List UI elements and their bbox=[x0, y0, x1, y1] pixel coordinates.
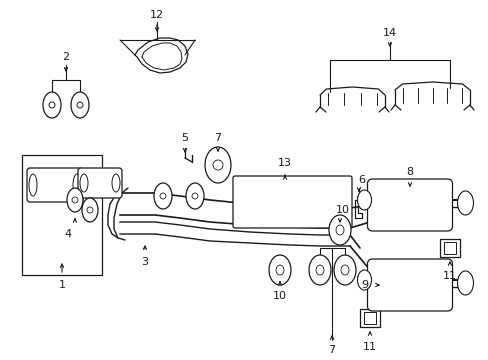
Bar bbox=[443, 242, 455, 254]
Ellipse shape bbox=[340, 265, 348, 275]
Text: 3: 3 bbox=[141, 257, 148, 267]
Ellipse shape bbox=[192, 193, 198, 199]
Ellipse shape bbox=[268, 255, 290, 285]
Ellipse shape bbox=[72, 197, 78, 203]
Ellipse shape bbox=[328, 215, 350, 245]
Text: 13: 13 bbox=[278, 158, 291, 168]
Text: 11: 11 bbox=[442, 271, 456, 281]
Ellipse shape bbox=[457, 191, 472, 215]
Text: 14: 14 bbox=[382, 28, 396, 38]
Ellipse shape bbox=[308, 255, 330, 285]
Ellipse shape bbox=[185, 183, 203, 209]
Text: 4: 4 bbox=[64, 229, 71, 239]
Ellipse shape bbox=[67, 188, 83, 212]
Text: 7: 7 bbox=[214, 133, 221, 143]
Ellipse shape bbox=[357, 190, 371, 210]
Ellipse shape bbox=[357, 270, 371, 290]
FancyBboxPatch shape bbox=[232, 176, 351, 228]
Text: 1: 1 bbox=[59, 280, 65, 290]
Ellipse shape bbox=[204, 147, 230, 183]
Bar bbox=[359, 309, 379, 327]
Ellipse shape bbox=[73, 174, 81, 196]
FancyBboxPatch shape bbox=[367, 179, 451, 231]
Text: 11: 11 bbox=[362, 342, 376, 352]
Ellipse shape bbox=[87, 207, 93, 213]
Ellipse shape bbox=[457, 271, 472, 295]
FancyBboxPatch shape bbox=[78, 168, 122, 198]
Ellipse shape bbox=[315, 265, 324, 275]
Bar bbox=[363, 312, 375, 324]
Text: 6: 6 bbox=[358, 175, 365, 185]
Ellipse shape bbox=[29, 174, 37, 196]
Ellipse shape bbox=[80, 174, 88, 192]
Ellipse shape bbox=[275, 265, 284, 275]
FancyBboxPatch shape bbox=[367, 259, 451, 311]
Ellipse shape bbox=[335, 225, 343, 235]
Ellipse shape bbox=[333, 255, 355, 285]
Text: 7: 7 bbox=[328, 345, 335, 355]
Ellipse shape bbox=[71, 92, 89, 118]
Text: 5: 5 bbox=[181, 133, 188, 143]
Bar bbox=[22, 155, 102, 275]
Ellipse shape bbox=[49, 102, 55, 108]
Ellipse shape bbox=[154, 183, 172, 209]
Ellipse shape bbox=[160, 193, 165, 199]
Ellipse shape bbox=[82, 198, 98, 222]
Text: 10: 10 bbox=[272, 291, 286, 301]
FancyBboxPatch shape bbox=[27, 168, 83, 202]
Text: 9: 9 bbox=[361, 280, 368, 290]
Text: 8: 8 bbox=[406, 167, 413, 177]
Ellipse shape bbox=[112, 174, 120, 192]
Ellipse shape bbox=[77, 102, 83, 108]
Text: 12: 12 bbox=[150, 10, 164, 20]
Text: 10: 10 bbox=[335, 205, 349, 215]
Ellipse shape bbox=[43, 92, 61, 118]
Ellipse shape bbox=[213, 160, 223, 170]
Text: 2: 2 bbox=[62, 52, 69, 62]
Bar bbox=[439, 239, 459, 257]
